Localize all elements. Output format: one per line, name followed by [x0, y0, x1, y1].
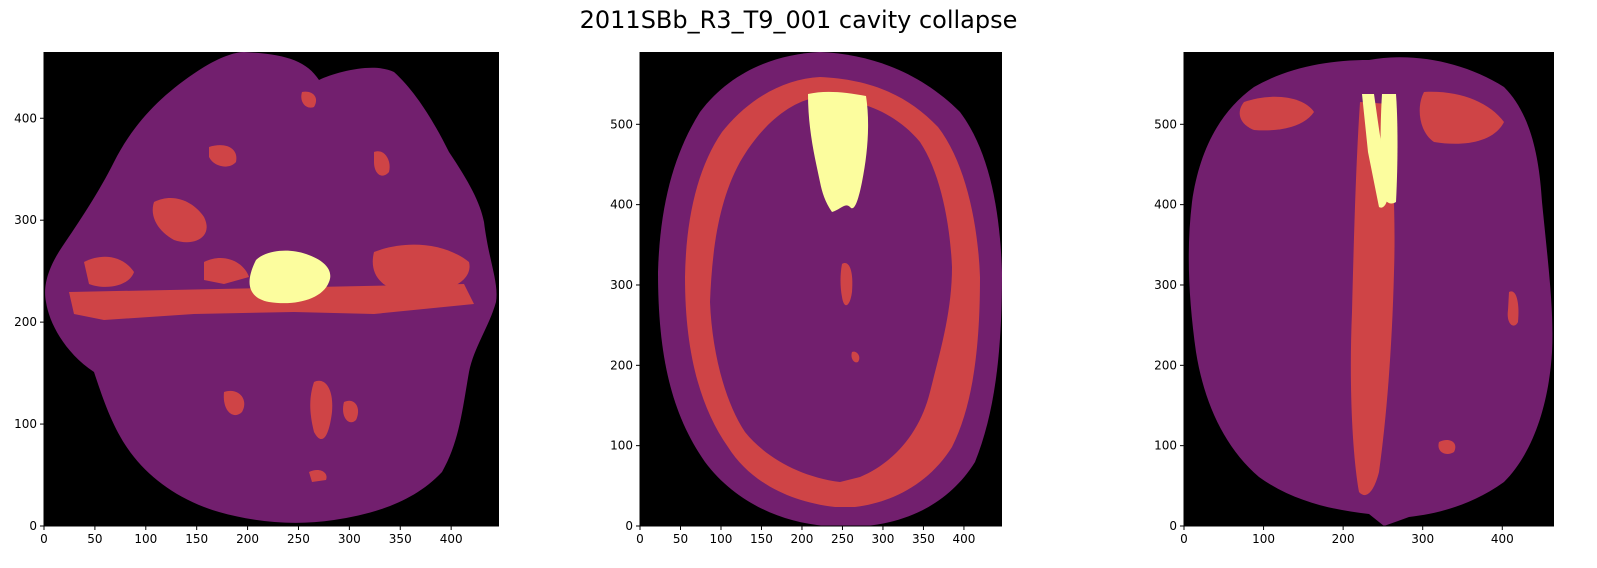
y-tick-label: 0 — [1169, 519, 1177, 533]
y-tick-label: 200 — [14, 315, 37, 329]
x-tick-label: 150 — [185, 532, 208, 546]
mid-region-center — [204, 257, 249, 284]
x-tick-label: 300 — [1411, 532, 1434, 546]
x-tick-label: 300 — [338, 532, 361, 546]
inner-tissue — [710, 97, 952, 482]
mid-region-top-right — [301, 91, 317, 108]
x-tick-label: 400 — [952, 532, 975, 546]
x-tick-label: 100 — [134, 532, 157, 546]
cavity-region-2 — [1380, 94, 1398, 204]
x-tick-label: 200 — [236, 532, 259, 546]
y-tick-label: 300 — [610, 278, 633, 292]
mid-region-small — [851, 351, 860, 363]
y-tick-label: 200 — [1154, 358, 1177, 372]
y-tick-label: 100 — [1154, 439, 1177, 453]
y-tick-label: 500 — [610, 117, 633, 131]
mid-region-lower-right — [1438, 440, 1456, 454]
x-tick-label: 0 — [1180, 532, 1188, 546]
y-tick-label: 0 — [29, 519, 37, 533]
slice-panel-3-svg: 0 100 200 300 400 0 100 200 300 400 500 — [1154, 52, 1554, 546]
mid-region-upper-left — [1239, 96, 1314, 131]
mid-region-bottom — [309, 469, 327, 482]
slice-panel-1-svg: 0 50 100 150 200 250 300 350 400 0 100 200 300 400 — [14, 52, 499, 546]
x-tick-label: 350 — [389, 532, 412, 546]
slice-panel-2: 0 50 100 150 200 250 300 350 400 0 100 200 300 400 50… — [600, 0, 1020, 568]
figure-title: 2011SBb_R3_T9_001 cavity collapse — [579, 6, 1018, 34]
y-tick-label: 400 — [1154, 198, 1177, 212]
x-tick-label: 200 — [791, 532, 814, 546]
mid-region-upper-right — [1419, 91, 1504, 144]
y-tick-label: 100 — [14, 417, 37, 431]
slice-panel-3: 0 100 200 300 400 0 100 200 300 400 500 — [1145, 0, 1565, 568]
slice-panel-2-svg: 0 50 100 150 200 250 300 350 400 0 100 200 300 400 50… — [610, 52, 1002, 546]
mid-region-top — [209, 145, 237, 167]
x-tick-label: 300 — [871, 532, 894, 546]
cavity-region — [249, 250, 331, 304]
x-tick-label: 350 — [912, 532, 935, 546]
mid-region-center — [840, 263, 853, 306]
cavity-region — [808, 91, 869, 212]
y-tick-label: 400 — [610, 198, 633, 212]
mid-region-upper-right — [374, 151, 390, 176]
y-tick-label: 300 — [14, 213, 37, 227]
mid-region-lower-2 — [223, 390, 245, 416]
y-tick-label: 500 — [1154, 117, 1177, 131]
mid-region-lower-1 — [310, 380, 333, 440]
mid-region-lower-3 — [343, 400, 359, 423]
mid-region-left — [84, 256, 134, 287]
mid-region-center-left — [152, 197, 207, 243]
x-tick-label: 0 — [636, 532, 644, 546]
x-tick-label: 50 — [673, 532, 688, 546]
x-tick-label: 0 — [40, 532, 48, 546]
y-tick-label: 300 — [1154, 278, 1177, 292]
x-tick-label: 250 — [831, 532, 854, 546]
x-tick-label: 250 — [287, 532, 310, 546]
y-tick-label: 100 — [610, 439, 633, 453]
x-tick-label: 100 — [1252, 532, 1275, 546]
x-tick-label: 400 — [1491, 532, 1514, 546]
x-tick-label: 150 — [750, 532, 773, 546]
x-tick-label: 100 — [710, 532, 733, 546]
x-tick-label: 50 — [87, 532, 102, 546]
y-tick-label: 0 — [625, 519, 633, 533]
y-tick-label: 400 — [14, 111, 37, 125]
mid-region-right — [372, 244, 470, 293]
mid-region-right-edge — [1507, 291, 1519, 326]
x-tick-label: 400 — [440, 532, 463, 546]
y-tick-label: 200 — [610, 358, 633, 372]
x-tick-label: 200 — [1332, 532, 1355, 546]
slice-panel-1: 0 50 100 150 200 250 300 350 400 0 100 200 300 400 — [0, 0, 520, 568]
